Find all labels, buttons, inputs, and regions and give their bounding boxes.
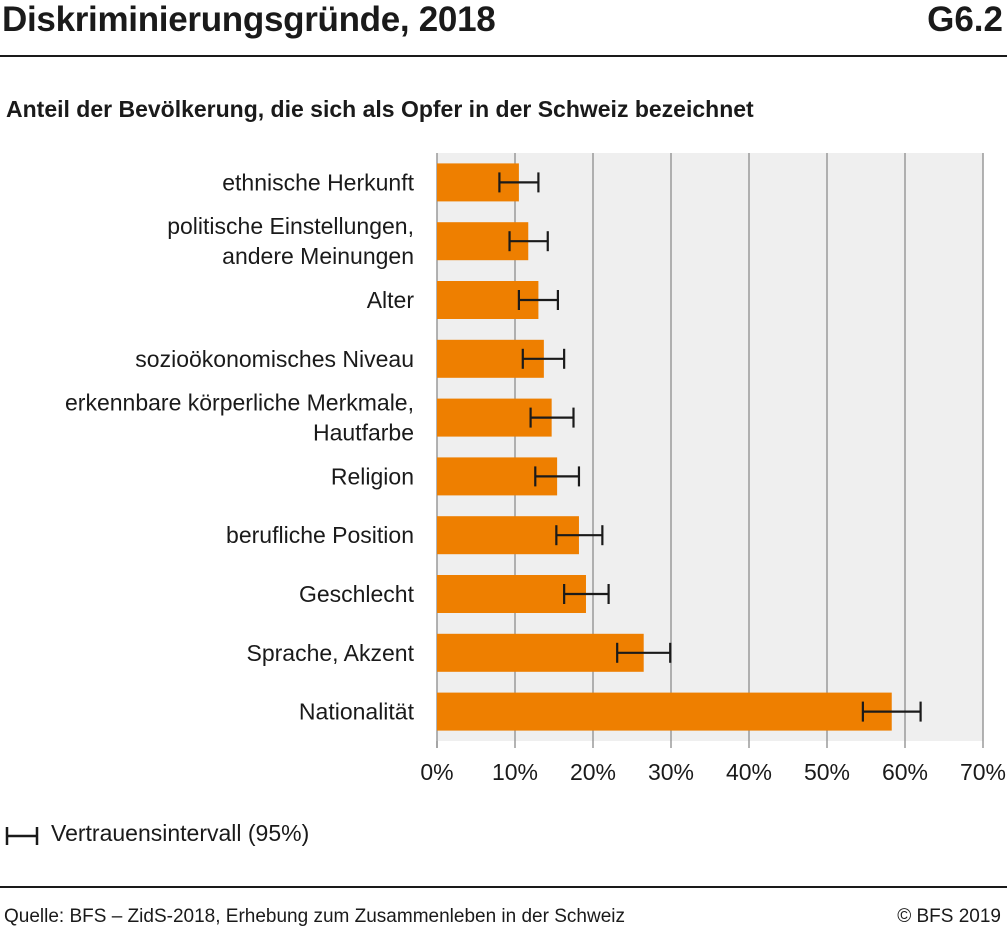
category-label: Nationalität bbox=[299, 699, 415, 725]
x-tick-label: 60% bbox=[882, 759, 928, 785]
category-label: berufliche Position bbox=[226, 522, 414, 548]
category-label: sozioökonomisches Niveau bbox=[135, 346, 414, 372]
x-tick-label: 20% bbox=[570, 759, 616, 785]
copyright-note: © BFS 2019 bbox=[897, 906, 1001, 927]
x-tick-label: 30% bbox=[648, 759, 694, 785]
category-label: Hautfarbe bbox=[313, 420, 414, 446]
source-note: Quelle: BFS – ZidS-2018, Erhebung zum Zu… bbox=[4, 906, 625, 927]
category-label: erkennbare körperliche Merkmale, bbox=[65, 390, 414, 416]
bar-chart: 0% 10% 20% 30% 40% 50% 60% 70% ethnische Herkunf… bbox=[65, 153, 1006, 785]
footer-divider bbox=[0, 886, 1007, 888]
chart-subtitle: Anteil der Bevölkerung, die sich als Opf… bbox=[6, 96, 754, 122]
header-divider bbox=[0, 55, 1007, 57]
error-bar-icon bbox=[5, 827, 39, 845]
x-tick-label: 0% bbox=[420, 759, 453, 785]
category-label: politische Einstellungen, bbox=[167, 213, 414, 239]
category-label: andere Meinungen bbox=[222, 243, 414, 269]
bar bbox=[437, 633, 644, 672]
x-tick-label: 40% bbox=[726, 759, 772, 785]
category-label: Alter bbox=[367, 287, 415, 313]
legend-label: Vertrauensintervall (95%) bbox=[51, 820, 310, 846]
bar bbox=[437, 575, 586, 613]
chart-code: G6.2 bbox=[927, 0, 1003, 39]
category-label: Religion bbox=[331, 463, 414, 489]
category-label: Sprache, Akzent bbox=[247, 640, 415, 666]
category-label: Geschlecht bbox=[299, 581, 415, 607]
x-tick-label: 70% bbox=[960, 759, 1006, 785]
x-tick-label: 10% bbox=[492, 759, 538, 785]
x-tick-label: 50% bbox=[804, 759, 850, 785]
bar bbox=[437, 692, 892, 731]
category-label: ethnische Herkunft bbox=[222, 169, 414, 195]
chart-title: Diskriminierungsgründe, 2018 bbox=[2, 0, 496, 39]
